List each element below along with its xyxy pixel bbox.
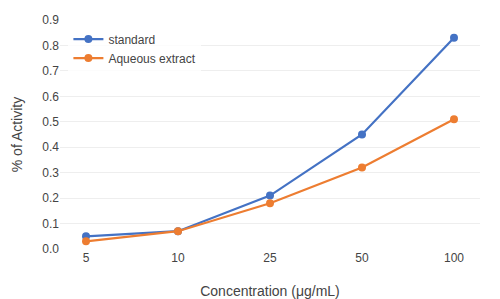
svg-text:0.7: 0.7 (42, 64, 59, 78)
svg-text:0.8: 0.8 (42, 39, 59, 53)
svg-text:0.4: 0.4 (42, 140, 59, 154)
svg-text:5: 5 (83, 251, 90, 265)
svg-text:10: 10 (171, 251, 185, 265)
svg-text:0.0: 0.0 (42, 242, 59, 256)
svg-text:0.9: 0.9 (42, 13, 59, 27)
svg-text:50: 50 (355, 251, 369, 265)
svg-text:standard: standard (108, 33, 155, 47)
svg-text:0.5: 0.5 (42, 115, 59, 129)
svg-text:Aqueous extract: Aqueous extract (108, 52, 195, 66)
svg-text:Concentration (μg/mL): Concentration (μg/mL) (200, 283, 340, 299)
svg-text:100: 100 (444, 251, 464, 265)
svg-text:0.3: 0.3 (42, 166, 59, 180)
svg-text:25: 25 (263, 251, 277, 265)
svg-text:0.1: 0.1 (42, 217, 59, 231)
svg-text:% of Activity: % of Activity (9, 97, 25, 172)
svg-text:0.6: 0.6 (42, 90, 59, 104)
svg-text:0.2: 0.2 (42, 191, 59, 205)
